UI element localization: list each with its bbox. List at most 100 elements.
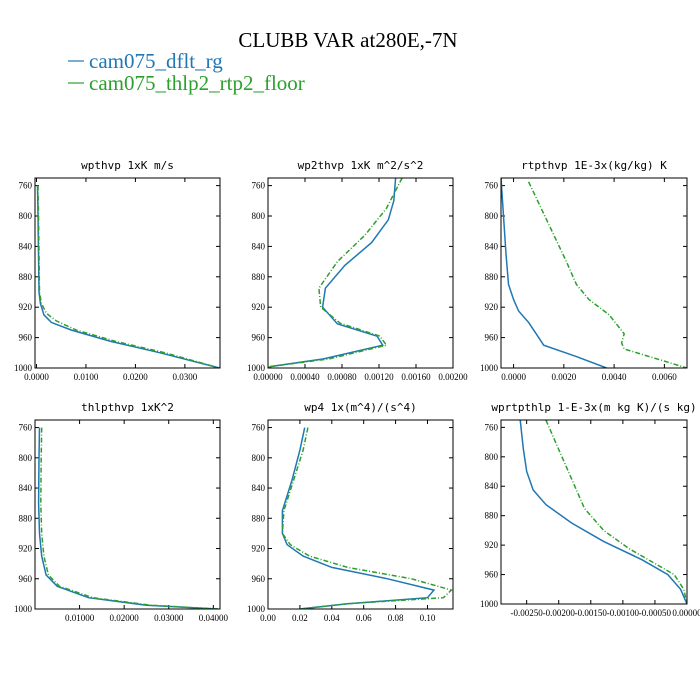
x-tick-label: 0.00120: [364, 372, 394, 382]
y-tick-label: 760: [19, 423, 33, 433]
panel-title: wp4 1x(m^4)/(s^4): [304, 401, 417, 414]
panel-4: thlpthvp 1xK^2 760 800 840 880 920 960 1000 0.01…: [14, 401, 228, 623]
panel-title: rtpthvp 1E-3x(kg/kg) K: [521, 159, 667, 172]
series-line-floor: [527, 181, 687, 368]
plot-frame: [34, 177, 221, 369]
x-tick-label: 0.0060: [652, 372, 677, 382]
x-tick-label: 0.0200: [123, 372, 148, 382]
y-tick-label: 800: [19, 211, 33, 221]
y-tick-label: 880: [252, 272, 266, 282]
plot-frame: [500, 177, 688, 369]
y-tick-label: 840: [485, 481, 499, 491]
series-line-floor: [281, 427, 453, 609]
y-tick-label: 1000: [247, 604, 266, 614]
series-line-dflt: [268, 178, 397, 368]
x-tick-label: 0.0000: [501, 372, 526, 382]
x-tick-label: -0.00100: [607, 608, 640, 618]
panel-title: wpthvp 1xK m/s: [81, 159, 174, 172]
x-tick-label: -0.00150: [575, 608, 608, 618]
series-line-dflt: [519, 420, 687, 604]
panel-3: rtpthvp 1E-3x(kg/kg) K 760 800 840 880 920 960…: [480, 159, 688, 382]
x-tick-label: -0.00200: [543, 608, 576, 618]
y-tick-label: 880: [485, 511, 499, 521]
panel-title: thlpthvp 1xK^2: [81, 401, 174, 414]
x-tick-label: 0.0300: [173, 372, 198, 382]
panel-2: wp2thvp 1xK m^2/s^2 760 800 840 880 920 960 100…: [247, 159, 468, 382]
figure-title: CLUBB VAR at280E,-7N: [238, 28, 457, 52]
series-line-dflt: [501, 178, 607, 368]
y-tick-label: 1000: [247, 363, 266, 373]
legend-label-floor: cam075_thlp2_rtp2_floor: [89, 71, 305, 95]
x-tick-label: 0.00000: [672, 608, 700, 618]
x-tick-label: 0.00200: [438, 372, 468, 382]
panel-title: wp2thvp 1xK m^2/s^2: [298, 159, 424, 172]
legend-label-dflt: cam075_dflt_rg: [89, 49, 223, 73]
panel-5: wp4 1x(m^4)/(s^4)76080084088092096010000…: [247, 401, 454, 623]
y-tick-label: 880: [19, 513, 33, 523]
y-tick-label: 840: [19, 483, 33, 493]
x-tick-label: 0.0040: [602, 372, 627, 382]
y-tick-label: 920: [19, 302, 33, 312]
series-line-floor: [40, 427, 218, 609]
series-line-floor: [37, 185, 220, 368]
y-tick-label: 760: [252, 181, 266, 191]
y-tick-label: 800: [485, 452, 499, 462]
y-tick-label: 960: [485, 333, 499, 343]
plot-frame: [267, 419, 454, 610]
x-tick-label: 0.04: [324, 613, 340, 623]
x-tick-label: 0.02: [292, 613, 308, 623]
x-tick-label: 0.04000: [199, 613, 229, 623]
plot-frame: [267, 177, 454, 369]
x-tick-label: 0.02000: [110, 613, 140, 623]
y-tick-label: 920: [252, 544, 266, 554]
series-line-floor: [545, 420, 687, 604]
y-tick-label: 760: [485, 422, 499, 432]
x-tick-label: -0.00050: [639, 608, 672, 618]
x-tick-label: 0.10: [420, 613, 436, 623]
x-tick-label: 0.00: [260, 613, 276, 623]
y-tick-label: 800: [485, 211, 499, 221]
y-tick-label: 920: [485, 540, 499, 550]
x-tick-label: 0.00160: [401, 372, 431, 382]
x-tick-label: 0.00040: [290, 372, 320, 382]
y-tick-label: 920: [485, 302, 499, 312]
plot-frame: [500, 419, 688, 605]
y-tick-label: 840: [252, 241, 266, 251]
series-line-dflt: [37, 427, 218, 609]
y-tick-label: 960: [19, 333, 33, 343]
y-tick-label: 920: [19, 544, 33, 554]
series-line-floor: [268, 178, 403, 368]
x-tick-label: 0.08: [388, 613, 404, 623]
x-tick-label: 0.01000: [65, 613, 95, 623]
y-tick-label: 960: [252, 574, 266, 584]
panel-grid: wpthvp 1xK m/s76080084088092096010000.00…: [14, 159, 700, 623]
x-tick-label: 0.0000: [24, 372, 49, 382]
x-tick-label: 0.03000: [154, 613, 184, 623]
y-tick-label: 1000: [14, 604, 33, 614]
y-tick-label: 1000: [14, 363, 33, 373]
y-tick-label: 1000: [480, 363, 499, 373]
y-tick-label: 1000: [480, 599, 499, 609]
plot-frame: [34, 419, 221, 610]
y-tick-label: 840: [19, 241, 33, 251]
panel-6: wprtpthlp 1-E-3x(m kg K)/(s kg) 760 800 840…: [480, 401, 700, 618]
y-tick-label: 880: [485, 272, 499, 282]
y-tick-label: 960: [252, 333, 266, 343]
x-tick-label: 0.0020: [551, 372, 576, 382]
x-tick-label: 0.00080: [327, 372, 357, 382]
y-tick-label: 760: [485, 181, 499, 191]
y-tick-label: 800: [19, 453, 33, 463]
x-tick-label: 0.06: [356, 613, 372, 623]
x-tick-label: -0.00250: [511, 608, 544, 618]
x-tick-label: 0.00000: [253, 372, 283, 382]
y-tick-label: 960: [19, 574, 33, 584]
panel-1: wpthvp 1xK m/s 760 800 840 880 920 960 10000.00…: [14, 159, 221, 382]
y-tick-label: 840: [485, 241, 499, 251]
y-tick-label: 880: [252, 513, 266, 523]
x-tick-label: 0.0100: [74, 372, 99, 382]
y-tick-label: 760: [252, 423, 266, 433]
y-tick-label: 880: [19, 272, 33, 282]
y-tick-label: 800: [252, 453, 266, 463]
y-tick-label: 920: [252, 302, 266, 312]
